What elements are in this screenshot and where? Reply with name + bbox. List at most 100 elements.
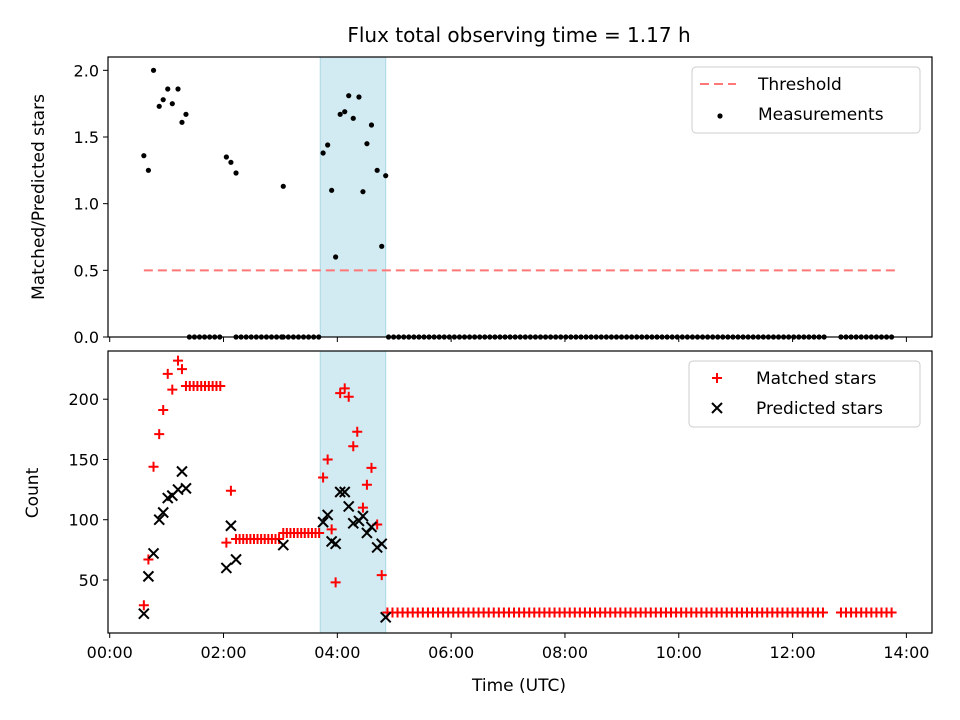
measurement-point: [145, 167, 152, 173]
measurement-point: [368, 122, 375, 128]
y-tick-label: 1.0: [74, 195, 99, 214]
predicted-star-point: [329, 538, 342, 550]
measurement-point: [346, 93, 352, 99]
legend-box: [691, 66, 921, 134]
predicted-star-point: [321, 509, 334, 521]
matched-star-point: [326, 524, 337, 535]
matched-star-point: [886, 607, 897, 618]
matched-star-point: [314, 527, 325, 538]
matched-star-point: [318, 472, 329, 483]
predicted-star-point: [142, 570, 155, 583]
matched-star-point: [817, 607, 828, 618]
x-tick-label: 00:00: [87, 643, 133, 662]
measurement-point: [329, 187, 335, 193]
measurement-point: [223, 154, 229, 160]
matched-star-point: [335, 388, 346, 399]
matched-star-point: [176, 364, 187, 375]
y-tick-label: 50: [79, 571, 99, 590]
predicted-star-point: [347, 517, 359, 530]
counts-panel: 50 100 150 200 00:00 02:00 04:00 06:00 08:00 10:0…: [68, 350, 933, 662]
legend-predicted-swatch: [711, 402, 723, 414]
predicted-star-point: [376, 538, 388, 550]
measurement-point: [228, 159, 234, 165]
y-tick-label: 200: [68, 390, 99, 409]
predicted-star-point: [277, 539, 289, 551]
matched-star-point: [167, 384, 178, 395]
matched-star-point: [366, 462, 377, 473]
matched-star-point: [339, 383, 350, 394]
top-y-axis-label: Matched/Predicted stars: [29, 94, 49, 300]
measurement-point: [383, 173, 389, 179]
measurement-point: [320, 150, 326, 156]
matched-star-point: [158, 405, 169, 416]
axes-frame: [107, 56, 933, 338]
measurement-point: [360, 189, 366, 195]
matched-star-point: [357, 502, 368, 513]
measurement-point: [374, 167, 380, 173]
matched-star-point: [330, 577, 341, 588]
matched-star-point: [376, 570, 387, 581]
legend-box: [688, 360, 921, 428]
measurement-point: [356, 94, 362, 100]
matched-star-point: [172, 355, 183, 366]
predicted-star-point: [157, 506, 169, 519]
y-tick-label: 150: [68, 450, 99, 469]
measurement-point: [160, 97, 166, 103]
matched-star-point: [361, 479, 372, 490]
predicted-star-point: [225, 520, 237, 532]
predicted-star-point: [138, 608, 150, 620]
x-tick-label: 14:00: [883, 643, 929, 662]
matched-star-point: [154, 429, 165, 440]
predicted-star-point: [317, 516, 329, 528]
predicted-star-point: [230, 553, 242, 566]
matched-star-point: [343, 391, 354, 402]
measurement-point: [280, 183, 286, 189]
measurement-point: [364, 141, 370, 147]
flux-ratio-panel: 0.0 0.5 1.0 1.5 2.0 Threshold Measurements: [74, 56, 933, 347]
predicted-star-point: [343, 500, 355, 513]
measurement-point: [233, 170, 239, 176]
matched-star-point: [225, 485, 236, 496]
legend-label: Measurements: [758, 105, 884, 125]
measurement-point: [350, 115, 356, 121]
y-tick-label: 1.5: [74, 128, 99, 147]
legend-label: Matched stars: [756, 369, 876, 389]
y-tick-label: 100: [68, 511, 99, 530]
matched-star-point: [162, 368, 173, 379]
predicted-star-point: [220, 562, 233, 574]
matched-star-point: [138, 600, 149, 611]
matched-star-point: [348, 441, 359, 452]
measurement-point: [379, 243, 385, 249]
matched-star-point: [215, 380, 226, 391]
highlight-span: [319, 350, 387, 634]
legend-label: Threshold: [757, 75, 842, 95]
y-tick-label: 2.0: [74, 61, 99, 80]
axes-frame: [107, 350, 933, 634]
measurement-point: [175, 86, 181, 92]
measurement-point: [165, 86, 171, 92]
legend-measurements-swatch: [717, 113, 723, 119]
y-tick-label: 0.5: [74, 261, 99, 280]
chart-title: Flux total observing time = 1.17 h: [347, 23, 690, 47]
measurement-point: [333, 254, 339, 260]
measurement-point: [150, 67, 157, 73]
measurement-point: [325, 142, 331, 148]
x-tick-label: 12:00: [770, 643, 816, 662]
x-tick-label: 06:00: [428, 643, 474, 662]
predicted-star-point: [361, 527, 373, 539]
predicted-star-point: [147, 547, 160, 560]
measurement-point: [141, 153, 147, 159]
x-axis-label: Time (UTC): [471, 676, 566, 696]
y-tick-label: 0.0: [74, 328, 99, 347]
measurement-point: [179, 119, 185, 125]
measurement-point: [183, 111, 189, 117]
predicted-star-point: [365, 521, 378, 533]
x-tick-label: 10:00: [656, 643, 702, 662]
matched-star-point: [322, 454, 333, 465]
legend-matched-swatch: [712, 373, 722, 383]
matched-star-point: [148, 461, 159, 472]
predicted-star-point: [153, 514, 165, 526]
matched-star-point: [274, 534, 285, 544]
legend-label: Predicted stars: [756, 399, 883, 419]
